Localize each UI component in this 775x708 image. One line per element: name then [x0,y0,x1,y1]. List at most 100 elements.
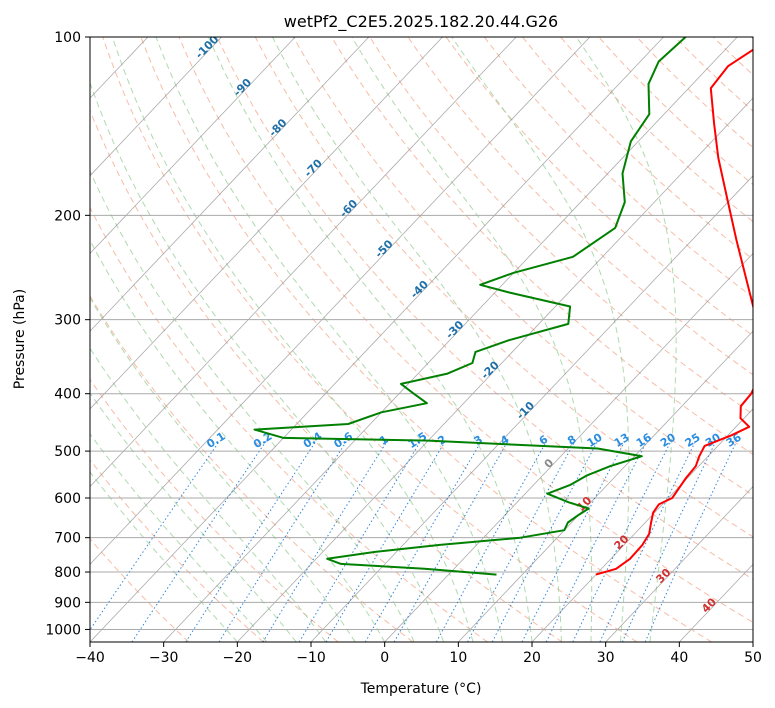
dry-adiabat-line [216,37,753,580]
dry-adiabat-line [102,37,638,642]
moist-adiabat-line [111,37,474,642]
dewpoint-trace [253,37,687,576]
moist-adiabat-line [90,433,268,642]
y-tick-label: 600 [54,491,81,507]
plot-frame [89,36,754,643]
y-tick-label: 800 [54,565,81,581]
isotherm-line [90,37,443,410]
moist-adiabat-line [272,37,562,642]
mixing-ratio-label: 8 [565,433,578,448]
y-tick-label: 300 [54,313,81,329]
mixing-ratio-line [467,440,576,642]
isotherm-line [90,37,664,642]
dry-adiabat-line [483,37,753,298]
isotherm-label: -80 [266,116,289,139]
moist-adiabat-line [90,297,356,642]
moist-adiabat-line [208,37,533,642]
isotherm-line [90,37,370,332]
x-tick-label: 30 [597,650,615,666]
dry-adiabat-line [90,538,190,642]
dry-adiabat-line [90,378,339,642]
y-tick-label: 200 [54,208,81,224]
isotherm-line [531,408,753,642]
isotherm-line [90,37,222,177]
mixing-ratio-line [521,440,626,642]
y-tick-label: 700 [54,531,81,547]
mixing-ratio-label: 0.6 [332,429,356,451]
isotherm-line [384,252,753,642]
x-tick-label: −10 [296,650,326,666]
isotherm-label: -70 [302,156,325,179]
mixing-ratio-line [185,440,317,642]
y-tick-label: 400 [54,387,81,403]
y-tick-label: 1000 [45,622,81,638]
mixing-ratio-line [393,440,509,642]
dry-adiabat-line [293,37,753,496]
mixing-ratio-lines [90,440,738,642]
x-tick-label: 10 [449,650,467,666]
mixing-ratio-line [545,440,648,642]
x-tick-label: −20 [223,650,253,666]
mixing-ratio-line [298,440,422,642]
x-tick-label: 40 [670,650,688,666]
y-tick-label: 100 [54,30,81,46]
dry-adiabat-line [369,37,753,415]
y-axis-label: Pressure (hPa) [12,289,28,389]
isotherm-label: -10 [514,399,537,422]
mixing-ratio-line [218,440,348,642]
isotherm-line [0,37,1,642]
dry-adiabat-line [522,37,753,260]
moist-adiabat-line [155,37,503,642]
isotherm-label: -90 [231,76,254,99]
isotherm-line [90,37,517,488]
mixing-ratio-label: 10 [585,431,605,450]
moist-adiabat-line [90,392,297,642]
mixing-ratio-line [131,440,267,642]
temperature-trace [595,48,753,576]
isotherm-line [458,330,753,642]
isotherm-line [310,175,753,642]
axes: −40 −30 −20 −10 0 10 20 30 40 50 1000 900 800 700 600 5… [45,30,762,666]
isotherm-label: 40 [699,595,719,615]
x-tick-label: −40 [75,650,105,666]
isotherm-line [237,97,753,642]
mixing-ratio-line [621,440,717,642]
isotherm-line [90,37,296,255]
moist-adiabat-line [90,81,445,642]
dry-adiabat-line [560,37,753,223]
dry-adiabat-line [636,37,753,149]
dry-adiabat-line [90,206,488,642]
moist-adiabat-line [90,471,238,642]
dry-adiabat-line [445,37,753,337]
dry-adiabat-line [751,37,753,40]
dry-adiabat-line [598,37,753,186]
dry-adiabat-line [90,459,264,642]
isotherm-label: -60 [337,197,360,220]
dry-adiabat-line [407,37,753,376]
dry-adiabat-line [140,37,712,642]
dry-adiabat-line [178,37,753,623]
mixing-ratio-line [325,440,447,642]
mixing-ratio-line [644,440,738,642]
mixing-ratio-line [364,440,483,642]
moist-adiabat-line [90,169,415,642]
isotherm-label: -40 [408,278,431,301]
x-tick-label: 0 [380,650,389,666]
x-axis-label: Temperature (°C) [360,681,482,697]
isotherm-line [605,486,753,642]
moist-adiabats [90,37,677,642]
mixing-ratio-label: 20 [658,431,678,450]
mixing-ratio-label: 16 [634,431,654,450]
mixing-ratio-label: 3 [472,433,485,448]
moist-adiabat-line [90,239,386,642]
isotherms [0,37,753,642]
mixing-ratio-label: 0.1 [204,430,227,451]
y-tick-label: 500 [54,444,81,460]
isotherm-line [679,563,753,642]
dry-adiabat-line [90,295,414,642]
chart-title: wetPf2_C2E5.2025.182.20.44.G26 [284,12,558,32]
dry-adiabat-line [331,37,753,456]
plot-area: 0.1 0.2 0.4 0.6 1 1.5 2 3 4 6 8 10 13 16 20 25 30 36-100-… [0,37,753,642]
mixing-ratio-label: 4 [498,433,512,448]
